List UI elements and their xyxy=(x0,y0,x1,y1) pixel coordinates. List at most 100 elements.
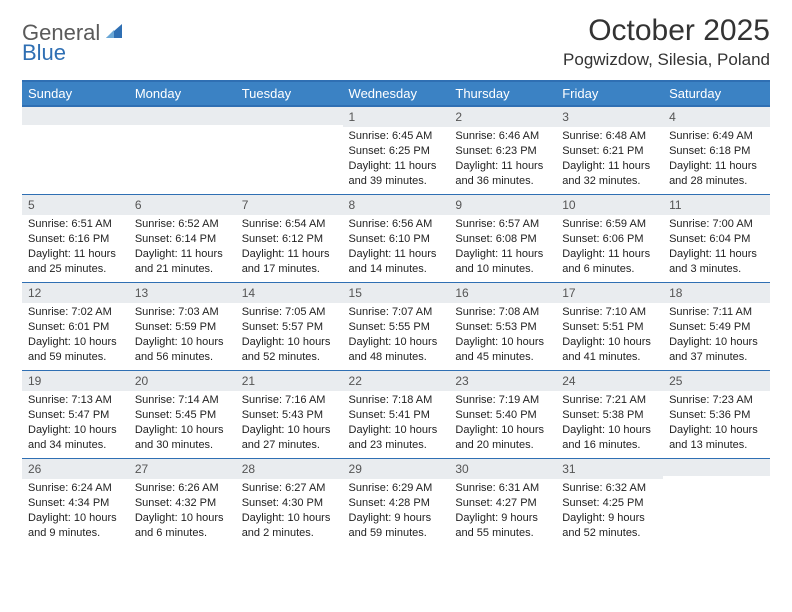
day-body: Sunrise: 6:49 AMSunset: 6:18 PMDaylight:… xyxy=(663,127,770,192)
sunset-text: Sunset: 6:08 PM xyxy=(455,232,550,247)
calendar-cell: 15Sunrise: 7:07 AMSunset: 5:55 PMDayligh… xyxy=(343,282,450,370)
sunset-text: Sunset: 5:49 PM xyxy=(669,320,764,335)
daylight-text: Daylight: 10 hours and 9 minutes. xyxy=(28,511,123,541)
daylight-text: Daylight: 11 hours and 28 minutes. xyxy=(669,159,764,189)
sunset-text: Sunset: 5:45 PM xyxy=(135,408,230,423)
sunrise-text: Sunrise: 7:02 AM xyxy=(28,305,123,320)
sunset-text: Sunset: 4:32 PM xyxy=(135,496,230,511)
day-number: 10 xyxy=(556,194,663,215)
header: General October 2025 Pogwizdow, Silesia,… xyxy=(22,14,770,70)
day-body: Sunrise: 6:54 AMSunset: 6:12 PMDaylight:… xyxy=(236,215,343,280)
day-body: Sunrise: 7:14 AMSunset: 5:45 PMDaylight:… xyxy=(129,391,236,456)
calendar-cell: 16Sunrise: 7:08 AMSunset: 5:53 PMDayligh… xyxy=(449,282,556,370)
daylight-text: Daylight: 10 hours and 2 minutes. xyxy=(242,511,337,541)
day-number: 15 xyxy=(343,282,450,303)
day-number: 2 xyxy=(449,107,556,127)
daylight-text: Daylight: 11 hours and 32 minutes. xyxy=(562,159,657,189)
sunset-text: Sunset: 4:30 PM xyxy=(242,496,337,511)
calendar-cell: 28Sunrise: 6:27 AMSunset: 4:30 PMDayligh… xyxy=(236,458,343,546)
day-number: 26 xyxy=(22,458,129,479)
sunset-text: Sunset: 5:59 PM xyxy=(135,320,230,335)
col-thursday: Thursday xyxy=(449,81,556,106)
day-number: 23 xyxy=(449,370,556,391)
day-body: Sunrise: 6:31 AMSunset: 4:27 PMDaylight:… xyxy=(449,479,556,544)
sunset-text: Sunset: 5:38 PM xyxy=(562,408,657,423)
day-number: 31 xyxy=(556,458,663,479)
day-number: 6 xyxy=(129,194,236,215)
daylight-text: Daylight: 10 hours and 34 minutes. xyxy=(28,423,123,453)
day-number: 11 xyxy=(663,194,770,215)
daylight-text: Daylight: 11 hours and 17 minutes. xyxy=(242,247,337,277)
sunset-text: Sunset: 6:23 PM xyxy=(455,144,550,159)
day-number: 21 xyxy=(236,370,343,391)
day-body: Sunrise: 6:51 AMSunset: 6:16 PMDaylight:… xyxy=(22,215,129,280)
sunrise-text: Sunrise: 6:24 AM xyxy=(28,481,123,496)
calendar-cell: 22Sunrise: 7:18 AMSunset: 5:41 PMDayligh… xyxy=(343,370,450,458)
sunset-text: Sunset: 6:14 PM xyxy=(135,232,230,247)
title-block: October 2025 Pogwizdow, Silesia, Poland xyxy=(563,14,770,70)
daylight-text: Daylight: 10 hours and 23 minutes. xyxy=(349,423,444,453)
day-number: 8 xyxy=(343,194,450,215)
sunrise-text: Sunrise: 7:23 AM xyxy=(669,393,764,408)
daylight-text: Daylight: 11 hours and 3 minutes. xyxy=(669,247,764,277)
sunset-text: Sunset: 5:41 PM xyxy=(349,408,444,423)
sunrise-text: Sunrise: 7:00 AM xyxy=(669,217,764,232)
day-body: Sunrise: 6:57 AMSunset: 6:08 PMDaylight:… xyxy=(449,215,556,280)
calendar-cell: 25Sunrise: 7:23 AMSunset: 5:36 PMDayligh… xyxy=(663,370,770,458)
day-number: 25 xyxy=(663,370,770,391)
sunset-text: Sunset: 6:16 PM xyxy=(28,232,123,247)
day-number: 14 xyxy=(236,282,343,303)
sunrise-text: Sunrise: 7:14 AM xyxy=(135,393,230,408)
calendar-cell: 3Sunrise: 6:48 AMSunset: 6:21 PMDaylight… xyxy=(556,106,663,194)
calendar-cell xyxy=(236,106,343,194)
day-number: 28 xyxy=(236,458,343,479)
daylight-text: Daylight: 9 hours and 59 minutes. xyxy=(349,511,444,541)
daylight-text: Daylight: 10 hours and 6 minutes. xyxy=(135,511,230,541)
calendar-cell: 31Sunrise: 6:32 AMSunset: 4:25 PMDayligh… xyxy=(556,458,663,546)
calendar-cell: 24Sunrise: 7:21 AMSunset: 5:38 PMDayligh… xyxy=(556,370,663,458)
daylight-text: Daylight: 11 hours and 39 minutes. xyxy=(349,159,444,189)
day-number: 18 xyxy=(663,282,770,303)
sunrise-text: Sunrise: 6:54 AM xyxy=(242,217,337,232)
location: Pogwizdow, Silesia, Poland xyxy=(563,50,770,70)
daylight-text: Daylight: 10 hours and 27 minutes. xyxy=(242,423,337,453)
day-number: 24 xyxy=(556,370,663,391)
calendar-row: 26Sunrise: 6:24 AMSunset: 4:34 PMDayligh… xyxy=(22,458,770,546)
daylight-text: Daylight: 10 hours and 56 minutes. xyxy=(135,335,230,365)
day-number xyxy=(129,107,236,125)
day-body: Sunrise: 7:08 AMSunset: 5:53 PMDaylight:… xyxy=(449,303,556,368)
col-friday: Friday xyxy=(556,81,663,106)
sunrise-text: Sunrise: 7:18 AM xyxy=(349,393,444,408)
calendar-cell: 12Sunrise: 7:02 AMSunset: 6:01 PMDayligh… xyxy=(22,282,129,370)
day-number: 4 xyxy=(663,107,770,127)
sunset-text: Sunset: 6:04 PM xyxy=(669,232,764,247)
sunset-text: Sunset: 4:34 PM xyxy=(28,496,123,511)
daylight-text: Daylight: 11 hours and 21 minutes. xyxy=(135,247,230,277)
calendar-row: 19Sunrise: 7:13 AMSunset: 5:47 PMDayligh… xyxy=(22,370,770,458)
daylight-text: Daylight: 11 hours and 36 minutes. xyxy=(455,159,550,189)
calendar-cell: 17Sunrise: 7:10 AMSunset: 5:51 PMDayligh… xyxy=(556,282,663,370)
sunrise-text: Sunrise: 6:51 AM xyxy=(28,217,123,232)
sunrise-text: Sunrise: 6:56 AM xyxy=(349,217,444,232)
day-body: Sunrise: 6:48 AMSunset: 6:21 PMDaylight:… xyxy=(556,127,663,192)
day-body: Sunrise: 6:32 AMSunset: 4:25 PMDaylight:… xyxy=(556,479,663,544)
day-body: Sunrise: 6:24 AMSunset: 4:34 PMDaylight:… xyxy=(22,479,129,544)
calendar-row: 1Sunrise: 6:45 AMSunset: 6:25 PMDaylight… xyxy=(22,106,770,194)
day-number: 7 xyxy=(236,194,343,215)
daylight-text: Daylight: 10 hours and 59 minutes. xyxy=(28,335,123,365)
day-number xyxy=(663,458,770,476)
sunset-text: Sunset: 5:40 PM xyxy=(455,408,550,423)
logo-text-blue: Blue xyxy=(22,40,66,65)
sunrise-text: Sunrise: 7:08 AM xyxy=(455,305,550,320)
calendar-cell xyxy=(663,458,770,546)
calendar-table: Sunday Monday Tuesday Wednesday Thursday… xyxy=(22,80,770,546)
calendar-cell: 4Sunrise: 6:49 AMSunset: 6:18 PMDaylight… xyxy=(663,106,770,194)
sunset-text: Sunset: 6:12 PM xyxy=(242,232,337,247)
sunset-text: Sunset: 6:01 PM xyxy=(28,320,123,335)
daylight-text: Daylight: 10 hours and 52 minutes. xyxy=(242,335,337,365)
calendar-cell: 7Sunrise: 6:54 AMSunset: 6:12 PMDaylight… xyxy=(236,194,343,282)
sunrise-text: Sunrise: 7:19 AM xyxy=(455,393,550,408)
calendar-cell: 11 Sunrise: 7:00 AMSunset: 6:04 PMDayligh… xyxy=(663,194,770,282)
day-body: Sunrise: 7:13 AMSunset: 5:47 PMDaylight:… xyxy=(22,391,129,456)
logo-sail-icon xyxy=(104,22,124,45)
